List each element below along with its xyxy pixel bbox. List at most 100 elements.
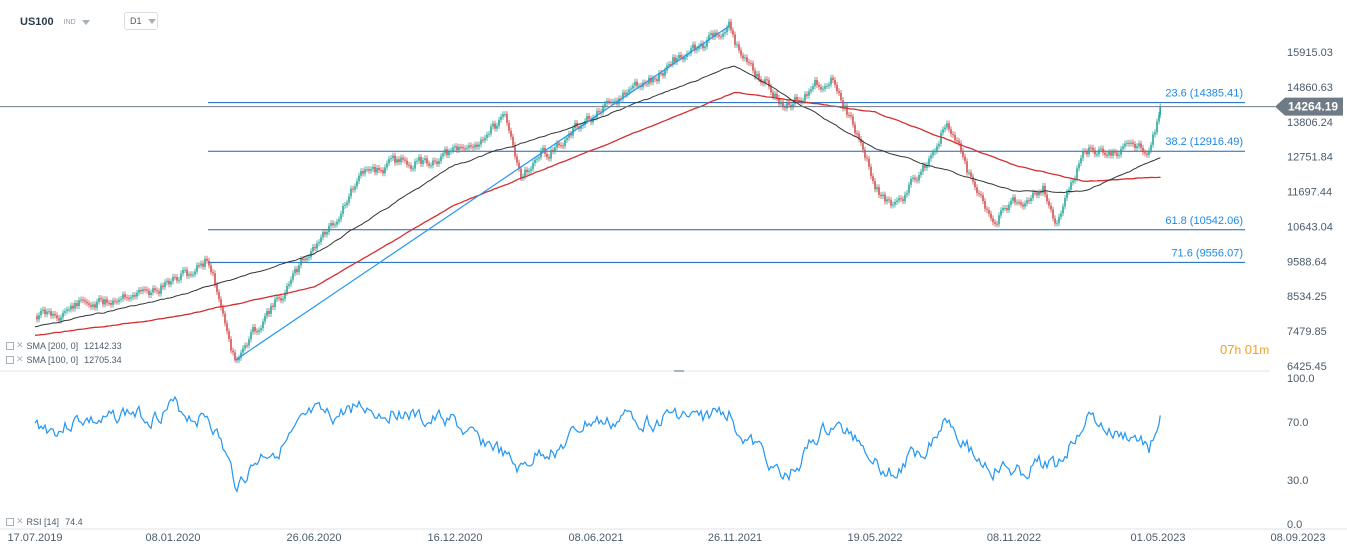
candle-body <box>972 176 974 182</box>
timeframe-select[interactable]: D1 <box>124 12 158 30</box>
candle-body <box>948 123 950 130</box>
menu-icon[interactable] <box>6 355 14 364</box>
candle-body <box>216 284 218 293</box>
candle-body <box>752 63 754 71</box>
candle-body <box>682 57 684 60</box>
candle-body <box>664 70 666 76</box>
candle-body <box>376 167 378 173</box>
close-icon[interactable]: ✕ <box>16 340 24 350</box>
candle-body <box>1064 198 1066 207</box>
candle-body <box>176 277 178 281</box>
candle-body <box>956 140 958 142</box>
candle-body <box>1034 192 1036 194</box>
candle-body <box>676 58 678 62</box>
candle-body <box>174 276 176 278</box>
candle-body <box>96 301 98 308</box>
candle-body <box>302 258 304 260</box>
candle-body <box>1004 207 1006 209</box>
candle-body <box>126 297 128 299</box>
candle-body <box>232 350 234 353</box>
candle-body <box>884 194 886 202</box>
chevron-down-icon[interactable] <box>81 19 90 25</box>
candle-body <box>122 294 124 299</box>
x-tick-label: 26.06.2020 <box>286 532 341 544</box>
candle-body <box>976 187 978 193</box>
candle-body <box>726 27 728 33</box>
menu-icon[interactable] <box>6 341 14 350</box>
candle-body <box>230 339 232 351</box>
candle-body <box>1108 152 1110 156</box>
candle-body <box>696 48 698 51</box>
fib-levels: 23.6 (14385.41) 38.2 (12916.49) 61.8 (1054… <box>208 88 1245 263</box>
candle-body <box>398 159 400 163</box>
candle-body <box>980 194 982 196</box>
candle-body <box>486 134 488 138</box>
candle-body <box>798 99 800 101</box>
candle-body <box>184 269 186 271</box>
candle-body <box>640 85 642 88</box>
menu-icon[interactable] <box>6 517 14 526</box>
candle-body <box>646 83 648 85</box>
candle-body <box>930 155 932 159</box>
rsi-y-tick-label: 100.0 <box>1287 373 1315 385</box>
candle-body <box>480 139 482 145</box>
candle-body <box>424 158 426 161</box>
candle-body <box>354 186 356 190</box>
candle-body <box>152 288 154 293</box>
candle-body <box>886 199 888 202</box>
symbol-name[interactable]: US100 <box>20 16 54 28</box>
candle-body <box>226 323 228 332</box>
candle-body <box>718 34 720 37</box>
candle-body <box>668 64 670 66</box>
candle-body <box>792 104 794 108</box>
candle-body <box>84 300 86 302</box>
timer-hours-unit: h <box>1234 343 1242 357</box>
candle-body <box>280 298 282 301</box>
candle-body <box>596 111 598 118</box>
candle-body <box>768 80 770 87</box>
candle-body <box>1056 223 1058 225</box>
candle-body <box>384 167 386 174</box>
candle-body <box>282 298 284 301</box>
candle-body <box>1070 182 1072 190</box>
close-icon[interactable]: ✕ <box>16 516 24 526</box>
legend-rsi[interactable]: ✕ RSI [14] 74.4 <box>6 516 83 527</box>
candle-body <box>166 280 168 283</box>
candle-body <box>1082 151 1084 158</box>
candle-body <box>1002 208 1004 211</box>
candle-body <box>56 315 58 319</box>
legend-sma100[interactable]: ✕ SMA [100, 0] 12705.34 <box>6 354 122 365</box>
legend-sma200[interactable]: ✕ SMA [200, 0] 12142.33 <box>6 340 122 351</box>
candle-body <box>324 232 326 235</box>
candle-body <box>1012 197 1014 201</box>
candle-body <box>412 168 414 170</box>
candle-body <box>178 279 180 281</box>
candle-body <box>1030 198 1032 202</box>
candle-body <box>1100 148 1102 150</box>
candle-body <box>658 73 660 82</box>
candle-body <box>736 44 738 46</box>
candle-body <box>130 297 132 299</box>
candle-body <box>240 352 242 358</box>
candle-body <box>456 146 458 151</box>
candle-body <box>1058 216 1060 224</box>
candle-body <box>944 127 946 130</box>
candle-body <box>1038 192 1040 196</box>
candle-body <box>812 86 814 90</box>
candle-body <box>1106 154 1108 156</box>
candle-body <box>826 86 828 88</box>
candle-body <box>92 304 94 307</box>
candle-body <box>344 204 346 206</box>
candle-body <box>276 297 278 300</box>
candle-body <box>924 165 926 168</box>
candle-body <box>548 157 550 159</box>
close-icon[interactable]: ✕ <box>16 354 24 364</box>
candle-body <box>158 291 160 294</box>
candle-body <box>506 114 508 123</box>
candle-body <box>352 188 354 190</box>
candle-body <box>882 194 884 197</box>
candle-body <box>624 92 626 95</box>
candle-body <box>808 91 810 96</box>
candle-body <box>252 327 254 333</box>
